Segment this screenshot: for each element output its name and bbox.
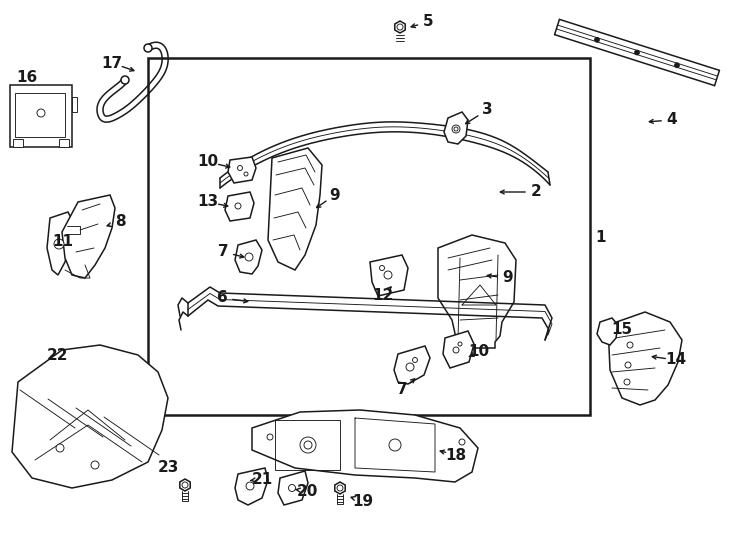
Text: 14: 14 bbox=[666, 353, 686, 368]
Polygon shape bbox=[335, 482, 345, 494]
Circle shape bbox=[267, 434, 273, 440]
Circle shape bbox=[627, 342, 633, 348]
Circle shape bbox=[453, 347, 459, 353]
Polygon shape bbox=[228, 157, 256, 183]
Circle shape bbox=[337, 485, 343, 491]
Circle shape bbox=[245, 253, 253, 261]
Polygon shape bbox=[188, 287, 552, 340]
Text: 12: 12 bbox=[372, 287, 393, 302]
Text: 19: 19 bbox=[352, 494, 374, 509]
Circle shape bbox=[459, 439, 465, 445]
Polygon shape bbox=[12, 345, 168, 488]
Circle shape bbox=[458, 342, 462, 346]
Text: 16: 16 bbox=[16, 70, 37, 84]
Text: 21: 21 bbox=[251, 471, 272, 487]
Text: 11: 11 bbox=[53, 234, 73, 249]
Polygon shape bbox=[444, 112, 468, 144]
Text: 7: 7 bbox=[218, 245, 228, 260]
Text: 15: 15 bbox=[611, 322, 633, 338]
Circle shape bbox=[413, 357, 418, 362]
Circle shape bbox=[238, 165, 242, 171]
Text: 9: 9 bbox=[503, 271, 513, 286]
Circle shape bbox=[389, 439, 401, 451]
Circle shape bbox=[54, 239, 64, 249]
Circle shape bbox=[182, 482, 188, 488]
Polygon shape bbox=[225, 192, 254, 221]
Text: 10: 10 bbox=[197, 154, 219, 170]
Polygon shape bbox=[608, 312, 682, 405]
Circle shape bbox=[244, 172, 248, 176]
Text: 6: 6 bbox=[217, 291, 228, 306]
Polygon shape bbox=[268, 148, 322, 270]
Polygon shape bbox=[597, 318, 618, 345]
Circle shape bbox=[595, 37, 600, 42]
Polygon shape bbox=[555, 19, 719, 86]
Text: 4: 4 bbox=[666, 112, 677, 127]
Polygon shape bbox=[252, 410, 478, 482]
Circle shape bbox=[300, 437, 316, 453]
Circle shape bbox=[384, 271, 392, 279]
Circle shape bbox=[235, 203, 241, 209]
Circle shape bbox=[624, 379, 630, 385]
Bar bbox=[148, 58, 590, 415]
Text: 1: 1 bbox=[596, 231, 606, 246]
Circle shape bbox=[675, 63, 680, 68]
Circle shape bbox=[454, 127, 458, 131]
Bar bbox=[13, 139, 23, 147]
Circle shape bbox=[246, 482, 254, 490]
Polygon shape bbox=[370, 255, 408, 296]
Text: 22: 22 bbox=[46, 348, 68, 362]
Text: 18: 18 bbox=[446, 448, 467, 462]
Circle shape bbox=[37, 109, 45, 117]
Text: 17: 17 bbox=[101, 56, 123, 71]
Circle shape bbox=[406, 363, 414, 371]
Circle shape bbox=[634, 50, 639, 55]
Bar bbox=[72, 97, 77, 112]
Bar bbox=[15, 93, 65, 137]
Circle shape bbox=[288, 484, 296, 491]
Text: 10: 10 bbox=[468, 345, 490, 360]
Circle shape bbox=[91, 461, 99, 469]
Text: 5: 5 bbox=[423, 15, 433, 30]
Circle shape bbox=[304, 441, 312, 449]
Circle shape bbox=[379, 266, 385, 271]
Text: 8: 8 bbox=[115, 214, 126, 230]
Circle shape bbox=[452, 125, 460, 133]
Polygon shape bbox=[438, 235, 516, 348]
Text: 2: 2 bbox=[531, 185, 542, 199]
Circle shape bbox=[625, 362, 631, 368]
Polygon shape bbox=[62, 195, 115, 278]
Polygon shape bbox=[278, 471, 308, 505]
Bar bbox=[59, 139, 69, 147]
Text: 23: 23 bbox=[157, 461, 178, 476]
Polygon shape bbox=[220, 122, 550, 188]
Text: 7: 7 bbox=[396, 382, 407, 397]
Text: 13: 13 bbox=[197, 194, 219, 210]
Polygon shape bbox=[10, 85, 72, 147]
Polygon shape bbox=[180, 479, 190, 491]
Polygon shape bbox=[235, 240, 262, 274]
Polygon shape bbox=[394, 346, 430, 384]
Text: 20: 20 bbox=[297, 483, 318, 498]
Polygon shape bbox=[443, 331, 474, 368]
Polygon shape bbox=[47, 212, 72, 275]
Circle shape bbox=[56, 444, 64, 452]
Circle shape bbox=[144, 44, 152, 52]
Polygon shape bbox=[395, 21, 405, 33]
Polygon shape bbox=[235, 468, 268, 505]
Circle shape bbox=[121, 76, 129, 84]
Circle shape bbox=[397, 24, 403, 30]
Text: 9: 9 bbox=[330, 187, 341, 202]
Text: 3: 3 bbox=[482, 103, 493, 118]
